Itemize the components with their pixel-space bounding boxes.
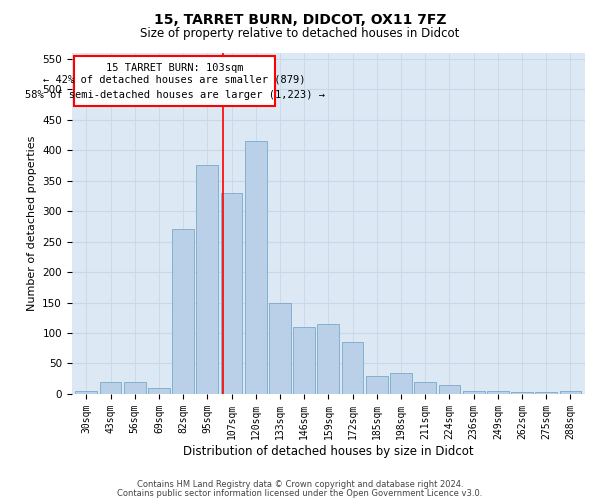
Text: Contains HM Land Registry data © Crown copyright and database right 2024.: Contains HM Land Registry data © Crown c… (137, 480, 463, 489)
Bar (100, 382, 121, 394)
Bar (560, 391, 581, 394)
Text: Contains public sector information licensed under the Open Government Licence v3: Contains public sector information licen… (118, 490, 482, 498)
Text: Size of property relative to detached houses in Didcot: Size of property relative to detached ho… (140, 28, 460, 40)
Bar (221, 192, 242, 394)
Bar (535, 392, 557, 394)
Bar (124, 382, 146, 394)
Bar (439, 385, 460, 394)
Text: 15 TARRET BURN: 103sqm: 15 TARRET BURN: 103sqm (106, 64, 244, 74)
Bar (317, 324, 339, 394)
Y-axis label: Number of detached properties: Number of detached properties (27, 136, 37, 311)
Text: 15, TARRET BURN, DIDCOT, OX11 7FZ: 15, TARRET BURN, DIDCOT, OX11 7FZ (154, 12, 446, 26)
X-axis label: Distribution of detached houses by size in Didcot: Distribution of detached houses by size … (183, 444, 474, 458)
Bar (366, 376, 388, 394)
Bar (390, 372, 412, 394)
Bar (293, 327, 315, 394)
Bar (172, 230, 194, 394)
Bar (245, 141, 266, 394)
Bar (148, 388, 170, 394)
FancyBboxPatch shape (74, 56, 275, 106)
Bar (76, 391, 97, 394)
Bar (196, 166, 218, 394)
Bar (342, 342, 364, 394)
Bar (415, 382, 436, 394)
Bar (511, 392, 533, 394)
Bar (487, 391, 509, 394)
Bar (269, 302, 291, 394)
Text: 58% of semi-detached houses are larger (1,223) →: 58% of semi-detached houses are larger (… (25, 90, 325, 100)
Text: ← 42% of detached houses are smaller (879): ← 42% of detached houses are smaller (87… (43, 75, 306, 85)
Bar (463, 391, 485, 394)
